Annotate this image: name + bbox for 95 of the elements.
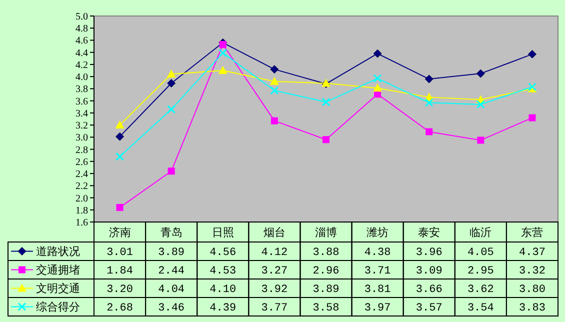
data-label: 3.54 [467,302,494,315]
legend-label: 文明交通 [36,282,80,296]
point [166,70,176,78]
y-tick-label: 4.4 [76,48,88,59]
y-tick-label: 3.0 [76,132,88,144]
point [322,136,330,144]
data-label: 3.77 [261,302,288,315]
data-label: 3.01 [106,247,134,260]
data-label: 3.81 [364,284,392,296]
point [270,86,279,95]
y-tick-label: 4.0 [76,72,88,84]
data-label: 3.62 [467,284,494,296]
y-tick-label: 4.2 [76,60,88,71]
data-label: 4.56 [210,247,236,260]
point [218,48,228,58]
data-label: 3.27 [261,266,288,278]
data-label: 4.39 [210,302,236,315]
data-label: 3.09 [416,266,442,278]
data-label: 2.96 [312,266,340,278]
x-tick-label: 东营 [521,226,544,239]
y-tick-label: 2.6 [76,156,88,168]
point [373,84,382,92]
x-tick-label: 烟台 [263,226,286,239]
y-tick-label: 2.8 [76,144,88,156]
y-tick-label: 3.6 [76,96,88,108]
point [115,120,124,129]
y-tick-label: 3.8 [76,84,88,96]
point [476,69,485,78]
data-label: 3.32 [519,266,546,278]
x-tick-label: 淄博 [315,226,337,239]
point [528,114,536,122]
data-label: 3.83 [519,302,546,315]
point [270,117,278,124]
point [270,65,279,74]
y-tick-label: 3.2 [76,120,88,132]
y-tick-label: 4.8 [76,24,88,35]
data-label: 1.84 [106,266,134,278]
data-label: 4.05 [467,247,494,260]
data-label: 3.71 [364,266,392,278]
data-label: 3.97 [364,302,391,315]
y-tick-label: 2.4 [76,169,88,180]
point [424,74,434,84]
point [373,49,382,58]
data-label: 4.10 [210,284,236,296]
legend-label: 综合得分 [36,300,80,314]
point [528,50,536,58]
x-tick-label: 济南 [108,226,131,239]
data-label: 3.57 [416,302,442,315]
point [168,168,175,175]
data-label: 3.92 [261,284,288,296]
legend-label: 道路状况 [36,245,80,258]
data-label: 3.96 [416,247,442,260]
point [476,100,485,109]
point [167,105,176,114]
point [424,98,434,107]
point [322,98,330,106]
y-tick-label: 1.6 [76,218,88,228]
data-label: 3.88 [312,247,340,260]
point [167,79,176,88]
legend-label: 交通拥堵 [36,264,80,277]
data-label: 3.46 [158,302,185,315]
data-label: 4.04 [158,284,185,296]
data-label: 3.80 [519,284,546,296]
y-tick-label: 5.0 [76,12,88,22]
data-label: 3.66 [416,284,442,296]
y-tick-label: 2.0 [76,193,88,204]
data-label: 2.95 [467,266,494,278]
point [219,40,226,48]
x-tick-label: 泰安 [418,226,440,239]
point [373,74,382,83]
data-label: 3.58 [312,302,340,315]
point [218,66,228,74]
data-label: 3.89 [312,284,340,296]
y-tick-label: 1.8 [76,205,88,216]
point [270,76,279,85]
data-label: 4.53 [210,266,236,278]
point [116,204,124,211]
point [426,128,433,136]
data-label: 2.44 [158,266,185,278]
data-label: 4.37 [519,247,546,260]
y-tick-label: 4.6 [76,36,88,47]
point [477,136,484,144]
x-tick-label: 临沂 [470,226,492,239]
data-label: 3.89 [158,247,185,260]
data-label: 2.68 [106,302,133,315]
data-label: 4.38 [364,247,391,260]
data-label: 3.20 [106,284,133,296]
y-tick-label: 3.4 [76,108,88,120]
x-tick-label: 日照 [212,226,234,239]
x-tick-label: 潍坊 [366,226,389,239]
point [116,152,124,161]
y-tick-label: 2.2 [76,181,88,192]
data-label: 4.12 [261,247,288,260]
point [116,132,124,141]
x-tick-label: 青岛 [160,226,182,239]
